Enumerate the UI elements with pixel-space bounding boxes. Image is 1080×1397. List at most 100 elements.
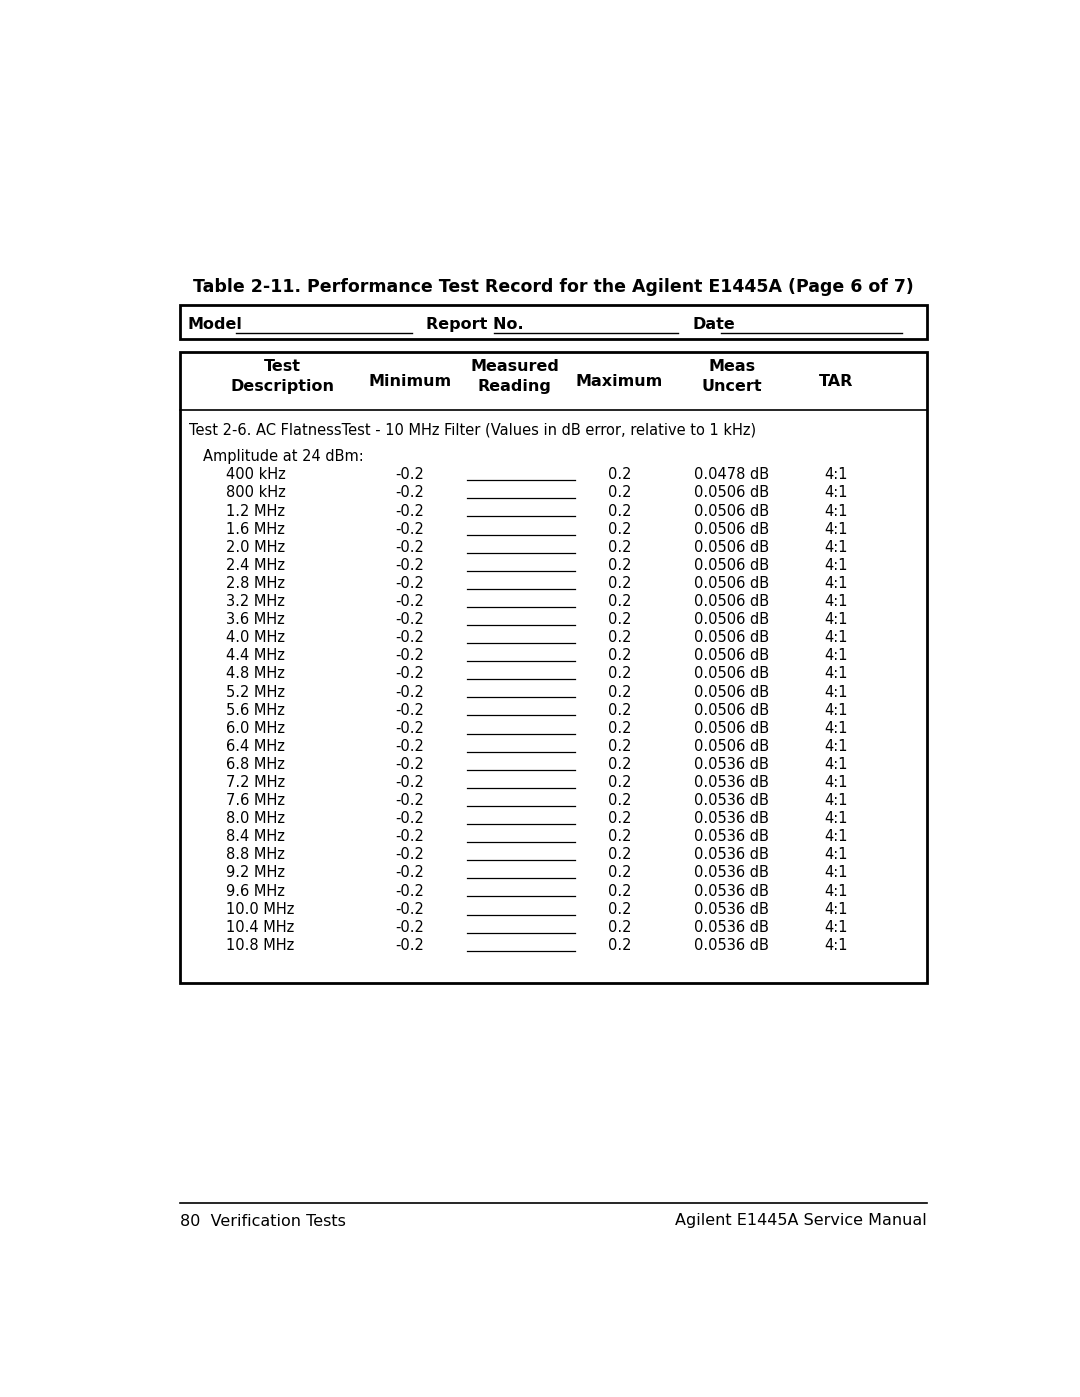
Text: 0.2: 0.2 (608, 937, 631, 953)
Text: 0.0506 dB: 0.0506 dB (694, 703, 769, 718)
Text: 4:1: 4:1 (825, 468, 848, 482)
Text: Model: Model (188, 317, 243, 332)
Text: 0.2: 0.2 (608, 630, 631, 645)
Text: 0.0506 dB: 0.0506 dB (694, 576, 769, 591)
Text: -0.2: -0.2 (395, 866, 424, 880)
Text: 0.2: 0.2 (608, 557, 631, 573)
Text: -0.2: -0.2 (395, 486, 424, 500)
Text: 4:1: 4:1 (825, 812, 848, 826)
Text: 0.2: 0.2 (608, 468, 631, 482)
Text: -0.2: -0.2 (395, 666, 424, 682)
Text: -0.2: -0.2 (395, 630, 424, 645)
Text: 0.2: 0.2 (608, 486, 631, 500)
Text: 4:1: 4:1 (825, 539, 848, 555)
Text: 0.2: 0.2 (608, 775, 631, 789)
Text: 4:1: 4:1 (825, 883, 848, 898)
Text: -0.2: -0.2 (395, 739, 424, 754)
Text: 7.2 MHz: 7.2 MHz (227, 775, 285, 789)
Text: 2.4 MHz: 2.4 MHz (227, 557, 285, 573)
Text: Agilent E1445A Service Manual: Agilent E1445A Service Manual (675, 1214, 927, 1228)
Text: 800 kHz: 800 kHz (227, 486, 286, 500)
Text: Report No.: Report No. (426, 317, 523, 332)
Text: 0.0536 dB: 0.0536 dB (694, 919, 769, 935)
Text: 4:1: 4:1 (825, 866, 848, 880)
Text: 6.8 MHz: 6.8 MHz (227, 757, 285, 773)
Text: -0.2: -0.2 (395, 830, 424, 844)
Text: 0.2: 0.2 (608, 721, 631, 736)
Text: 4:1: 4:1 (825, 594, 848, 609)
Text: Minimum: Minimum (368, 374, 451, 388)
Text: 0.2: 0.2 (608, 539, 631, 555)
Text: 5.2 MHz: 5.2 MHz (227, 685, 285, 700)
Text: 400 kHz: 400 kHz (227, 468, 286, 482)
Text: 4:1: 4:1 (825, 486, 848, 500)
Text: 4.8 MHz: 4.8 MHz (227, 666, 285, 682)
Text: 5.6 MHz: 5.6 MHz (227, 703, 285, 718)
Text: 10.8 MHz: 10.8 MHz (227, 937, 295, 953)
Text: TAR: TAR (820, 374, 853, 388)
Text: 8.8 MHz: 8.8 MHz (227, 848, 285, 862)
Text: -0.2: -0.2 (395, 812, 424, 826)
Text: 4:1: 4:1 (825, 739, 848, 754)
Text: -0.2: -0.2 (395, 648, 424, 664)
Text: Amplitude at 24 dBm:: Amplitude at 24 dBm: (203, 448, 364, 464)
Text: 8.4 MHz: 8.4 MHz (227, 830, 285, 844)
Text: -0.2: -0.2 (395, 557, 424, 573)
Text: 4:1: 4:1 (825, 848, 848, 862)
Text: -0.2: -0.2 (395, 883, 424, 898)
Text: 0.2: 0.2 (608, 739, 631, 754)
Text: 0.0536 dB: 0.0536 dB (694, 793, 769, 807)
Text: -0.2: -0.2 (395, 775, 424, 789)
Text: 4:1: 4:1 (825, 648, 848, 664)
Text: 0.0478 dB: 0.0478 dB (694, 468, 769, 482)
Text: 0.0506 dB: 0.0506 dB (694, 521, 769, 536)
Text: 4:1: 4:1 (825, 757, 848, 773)
Text: 0.0536 dB: 0.0536 dB (694, 883, 769, 898)
Text: -0.2: -0.2 (395, 685, 424, 700)
Text: -0.2: -0.2 (395, 757, 424, 773)
Text: 0.0536 dB: 0.0536 dB (694, 937, 769, 953)
Text: Meas
Uncert: Meas Uncert (701, 359, 762, 394)
Text: 2.8 MHz: 2.8 MHz (227, 576, 285, 591)
Text: 0.0536 dB: 0.0536 dB (694, 812, 769, 826)
Text: 0.0506 dB: 0.0506 dB (694, 486, 769, 500)
Text: 0.2: 0.2 (608, 594, 631, 609)
Text: 0.2: 0.2 (608, 685, 631, 700)
Text: -0.2: -0.2 (395, 919, 424, 935)
Text: -0.2: -0.2 (395, 594, 424, 609)
Text: 4:1: 4:1 (825, 793, 848, 807)
Text: 0.0506 dB: 0.0506 dB (694, 612, 769, 627)
Text: 0.2: 0.2 (608, 521, 631, 536)
Text: 0.2: 0.2 (608, 612, 631, 627)
Text: 0.2: 0.2 (608, 812, 631, 826)
Text: Test 2-6. AC FlatnessTest - 10 MHz Filter (Values in dB error, relative to 1 kHz: Test 2-6. AC FlatnessTest - 10 MHz Filte… (189, 423, 756, 437)
Text: 0.0536 dB: 0.0536 dB (694, 901, 769, 916)
Text: 8.0 MHz: 8.0 MHz (227, 812, 285, 826)
Text: 0.2: 0.2 (608, 757, 631, 773)
Text: 0.0536 dB: 0.0536 dB (694, 775, 769, 789)
Text: -0.2: -0.2 (395, 468, 424, 482)
Text: 10.0 MHz: 10.0 MHz (227, 901, 295, 916)
Text: 0.2: 0.2 (608, 883, 631, 898)
Text: -0.2: -0.2 (395, 539, 424, 555)
Text: 6.4 MHz: 6.4 MHz (227, 739, 285, 754)
Text: 4:1: 4:1 (825, 775, 848, 789)
Text: Table 2-11. Performance Test Record for the Agilent E1445A (Page 6 of 7): Table 2-11. Performance Test Record for … (193, 278, 914, 296)
Text: 4:1: 4:1 (825, 557, 848, 573)
Text: 9.2 MHz: 9.2 MHz (227, 866, 285, 880)
Text: Maximum: Maximum (576, 374, 663, 388)
Text: 0.0506 dB: 0.0506 dB (694, 648, 769, 664)
Text: 6.0 MHz: 6.0 MHz (227, 721, 285, 736)
Text: 4:1: 4:1 (825, 666, 848, 682)
Text: 4:1: 4:1 (825, 612, 848, 627)
Text: 0.0506 dB: 0.0506 dB (694, 630, 769, 645)
Text: 1.2 MHz: 1.2 MHz (227, 503, 285, 518)
Text: 0.0506 dB: 0.0506 dB (694, 503, 769, 518)
Text: -0.2: -0.2 (395, 612, 424, 627)
Text: 1.6 MHz: 1.6 MHz (227, 521, 285, 536)
Text: 3.6 MHz: 3.6 MHz (227, 612, 285, 627)
Bar (180, 352, 927, 983)
Text: 0.0506 dB: 0.0506 dB (694, 557, 769, 573)
Text: 4:1: 4:1 (825, 703, 848, 718)
Text: 0.2: 0.2 (608, 576, 631, 591)
